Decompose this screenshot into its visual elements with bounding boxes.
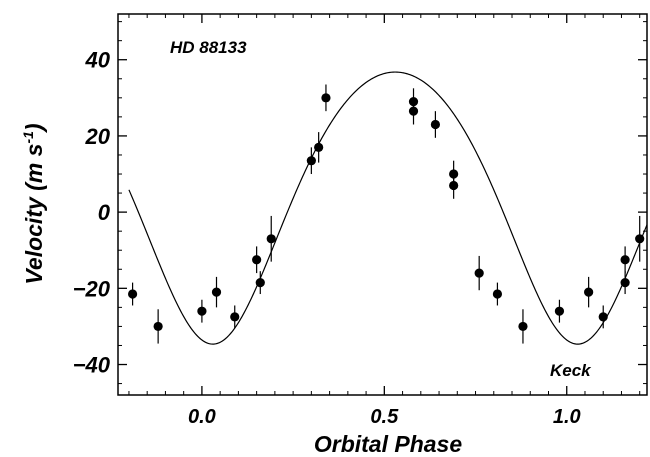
x-tick-label: 0.0 [188,406,216,428]
axis-ticks [118,14,647,395]
data-point [474,268,484,278]
data-points [127,84,645,344]
data-point [211,287,222,297]
data-point [635,234,645,244]
data-point [153,321,163,332]
data-point [314,142,324,152]
y-axis-title: Velocity (m s-1) [20,123,47,284]
y-axis-title-close: ) [21,123,47,134]
data-point [197,306,207,316]
telescope-label: Keck [550,361,592,380]
y-tick-label: 40 [85,48,111,73]
data-point [492,289,503,299]
data-point [127,289,138,299]
plot-frame [117,13,648,396]
y-tick-label: −20 [73,276,111,301]
data-point [554,306,565,316]
star-label: HD 88133 [170,38,247,57]
data-point [306,156,316,166]
y-tick-label: −40 [73,353,111,378]
data-point [430,119,440,130]
data-point [321,93,331,103]
data-point [620,278,630,288]
x-axis-title: Orbital Phase [314,431,462,457]
data-point [266,234,276,244]
x-tick-label: 1.0 [553,406,581,428]
y-tick-label: 20 [85,124,111,149]
data-point [584,287,594,297]
x-tick-label: 0.5 [370,406,399,428]
data-point [255,278,265,288]
data-point [518,321,528,332]
data-point [620,255,630,265]
data-point [252,255,262,265]
data-point [598,312,608,322]
data-point [230,312,240,322]
y-axis-title-exponent: -1 [20,131,36,144]
fit-curve [128,71,648,345]
fit-curve-group [128,71,648,345]
axis-tick-labels: −40 −20 0 20 40 0.0 0.5 1.0 [73,48,581,428]
data-point [449,180,459,191]
y-axis-title-main: Velocity (m s [21,144,47,285]
y-tick-label: 0 [98,200,111,225]
data-point [408,106,419,116]
